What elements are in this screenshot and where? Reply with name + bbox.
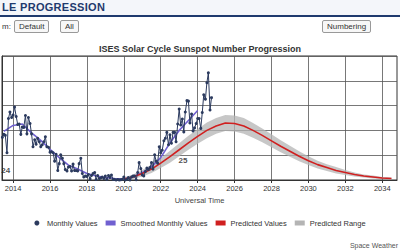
- svg-text:2020: 2020: [115, 184, 132, 193]
- svg-text:24: 24: [1, 166, 10, 175]
- svg-text:Monthly Values: Monthly Values: [47, 219, 98, 228]
- svg-text:2034: 2034: [374, 184, 391, 193]
- html-text:LE PROGRESSION: LE PROGRESSION: [2, 1, 106, 13]
- html-text:Numbering: Numbering: [327, 22, 367, 31]
- svg-text:2032: 2032: [337, 184, 354, 193]
- svg-text:Predicted Values: Predicted Values: [231, 219, 287, 228]
- html-text:All: All: [65, 22, 74, 31]
- svg-text:25: 25: [178, 156, 187, 165]
- svg-text:2018: 2018: [79, 184, 96, 193]
- svg-text:ISES Solar Cycle Sunspot Numbe: ISES Solar Cycle Sunspot Number Progress…: [99, 44, 301, 54]
- svg-text:2024: 2024: [189, 184, 206, 193]
- svg-text:2030: 2030: [300, 184, 317, 193]
- svg-text:2016: 2016: [42, 184, 59, 193]
- svg-text:2026: 2026: [226, 184, 243, 193]
- html-text:m:: m:: [2, 22, 11, 31]
- svg-text:Predicted Range: Predicted Range: [310, 219, 366, 228]
- svg-text:2014: 2014: [5, 184, 22, 193]
- svg-text:Universal Time: Universal Time: [175, 196, 225, 205]
- html-text:Default: Default: [19, 22, 45, 31]
- svg-text:Smoothed Monthly Values: Smoothed Monthly Values: [121, 219, 208, 228]
- svg-text:2028: 2028: [263, 184, 280, 193]
- svg-text:2022: 2022: [152, 184, 169, 193]
- html-text:Space Weather: Space Weather: [349, 242, 398, 249]
